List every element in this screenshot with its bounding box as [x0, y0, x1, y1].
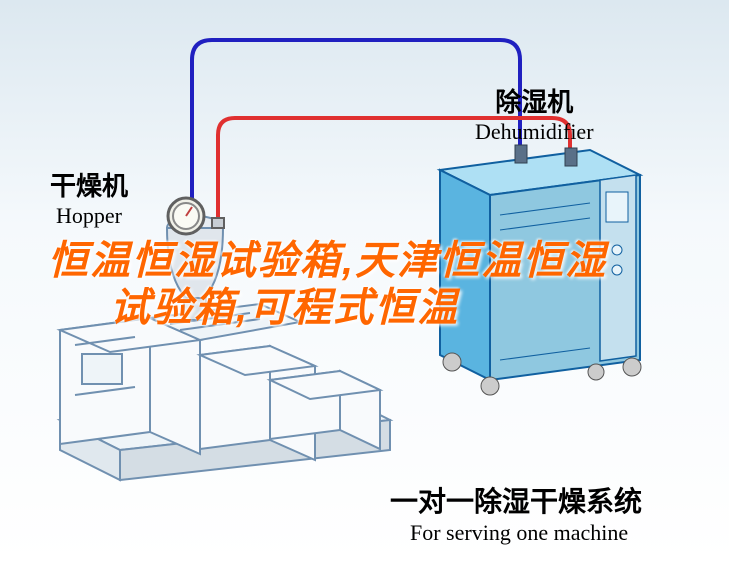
dehumidifier-label-cn: 除湿机: [475, 82, 594, 119]
hopper-label-en: Hopper: [50, 203, 128, 229]
dehumidifier-label-en: Dehumidifier: [475, 119, 594, 145]
watermark-line2: 试验箱,可程式恒温: [110, 275, 459, 333]
system-title-cn: 一对一除湿干燥系统: [390, 480, 642, 520]
system-title: 一对一除湿干燥系统 For serving one machine: [390, 480, 642, 546]
hopper-label: 干燥机 Hopper: [50, 166, 128, 229]
dehumidifier-label: 除湿机 Dehumidifier: [475, 82, 594, 145]
hopper-label-cn: 干燥机: [50, 166, 128, 203]
system-title-en: For serving one machine: [390, 520, 642, 546]
